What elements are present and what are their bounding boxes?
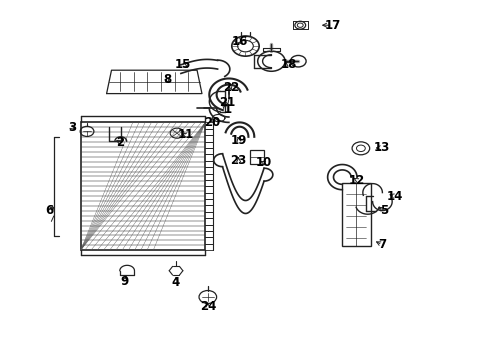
Text: 14: 14: [386, 190, 403, 203]
Text: 12: 12: [348, 174, 365, 186]
Text: 8: 8: [163, 73, 171, 86]
Text: 13: 13: [372, 141, 389, 154]
Text: 4: 4: [172, 276, 180, 289]
Text: 18: 18: [280, 58, 296, 71]
Bar: [81, 122, 205, 250]
Text: 3: 3: [68, 121, 76, 134]
Text: 15: 15: [175, 58, 191, 71]
Text: 22: 22: [222, 81, 239, 94]
Bar: [342, 183, 370, 246]
Text: 10: 10: [255, 156, 272, 169]
Text: 24: 24: [199, 300, 216, 313]
Text: 19: 19: [230, 134, 246, 147]
Text: 20: 20: [204, 116, 221, 129]
Text: 21: 21: [219, 96, 235, 109]
Text: 5: 5: [379, 204, 387, 217]
Text: 16: 16: [231, 35, 247, 48]
Text: 6: 6: [45, 204, 53, 217]
Text: 17: 17: [324, 19, 340, 32]
Text: 11: 11: [177, 129, 194, 141]
Text: 7: 7: [378, 238, 386, 251]
Text: 9: 9: [121, 275, 128, 288]
Text: 1: 1: [223, 103, 231, 116]
Bar: [250, 150, 264, 164]
Text: 23: 23: [230, 154, 246, 167]
Text: 2: 2: [116, 136, 123, 149]
